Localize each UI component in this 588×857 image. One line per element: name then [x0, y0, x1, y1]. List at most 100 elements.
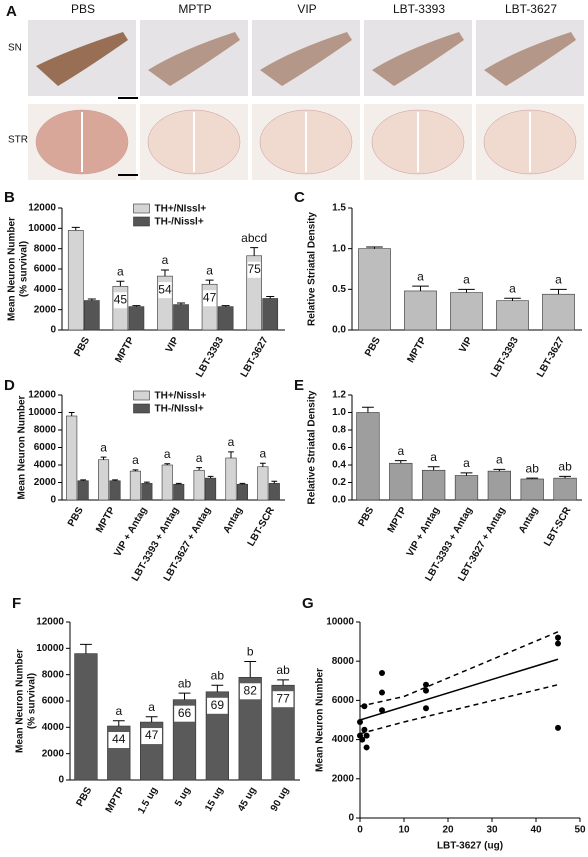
error-bar	[80, 479, 87, 481]
error-bar	[250, 247, 259, 256]
error-bar	[559, 475, 571, 479]
legend-swatch	[133, 390, 150, 401]
x-tick-label: LBT-SCR	[246, 505, 278, 549]
point	[361, 703, 368, 710]
point	[363, 744, 370, 751]
point	[361, 726, 368, 733]
error-bar	[460, 472, 473, 476]
error-bar	[112, 479, 118, 481]
y-tick-label: 10000	[28, 407, 56, 418]
significance-letter: a	[162, 253, 169, 267]
x-tick-label: 45 ug	[236, 785, 259, 813]
y-tick-label: 2000	[34, 477, 57, 488]
significance-letter: a	[117, 264, 124, 278]
bar	[487, 470, 511, 501]
x-tick-label: PBS	[66, 505, 86, 529]
x-tick-label: VIP + Antag	[405, 505, 442, 558]
images-panel: A SN STR	[6, 3, 28, 146]
significance-letter: ab	[211, 668, 225, 682]
y-tick-label: 0	[50, 495, 56, 506]
point	[363, 732, 370, 739]
error-bar	[228, 451, 234, 458]
error-bar	[196, 467, 202, 471]
y-tick-label: 0	[50, 325, 56, 336]
x-tick-label: Antag	[221, 505, 245, 535]
error-bar	[550, 288, 567, 295]
y-tick-label: 2000	[42, 748, 65, 759]
error-bar	[164, 463, 171, 465]
error-bar	[239, 482, 246, 485]
percent-box	[108, 732, 130, 749]
y-axis-label: Mean Neuron Number	[315, 668, 326, 772]
bar	[389, 462, 413, 501]
y-axis-label: Relative Striatal Density	[307, 212, 318, 326]
bar	[67, 230, 84, 331]
percent-box	[247, 261, 261, 278]
bar	[358, 248, 391, 331]
x-tick-label: 20	[442, 825, 454, 836]
x-tick-label: VIP + Antag	[112, 505, 149, 558]
x-tick-label: 15 ug	[203, 785, 226, 813]
y-tick-label: 0.5	[332, 284, 346, 295]
y-tick-label: 10000	[36, 643, 64, 654]
y-tick-label: 12000	[28, 390, 56, 401]
y-tick-label: 10000	[28, 223, 56, 234]
column-label: LBT-3627	[505, 2, 557, 16]
bar	[496, 300, 529, 331]
point	[423, 705, 429, 712]
significance-letter: a	[206, 263, 213, 277]
legend-label: TH-/Nissl+	[155, 217, 204, 228]
percent-label: 77	[276, 691, 290, 705]
y-tick-label: 4000	[42, 722, 65, 733]
sn-stain	[260, 32, 352, 86]
point	[379, 707, 385, 714]
point	[555, 640, 561, 647]
panel-letter: A	[6, 3, 17, 20]
sn-stain	[36, 32, 128, 86]
error-bar	[132, 305, 141, 307]
bar	[450, 292, 483, 331]
legend-swatch	[133, 216, 150, 227]
row-label: SN	[8, 43, 22, 54]
error-bar	[394, 460, 407, 464]
x-tick-label: PBS	[363, 335, 383, 359]
x-tick-label: 30	[486, 825, 498, 836]
error-bar	[271, 480, 278, 484]
sn-stain	[372, 32, 464, 86]
bar	[193, 469, 205, 501]
panel-letter: B	[4, 189, 15, 206]
y-tick-label: 2000	[34, 304, 57, 315]
bar	[553, 477, 577, 501]
y-tick-label: 6000	[332, 695, 355, 706]
x-tick-label: PBS	[72, 335, 92, 359]
y-axis-label: Mean Neuron Number	[7, 217, 18, 321]
bar	[74, 653, 98, 781]
point	[423, 687, 429, 694]
error-bar	[144, 481, 150, 484]
significance-letter: a	[259, 446, 266, 460]
y-tick-label: 0.6	[332, 442, 346, 453]
significance-letter: a	[463, 273, 470, 287]
error-bar	[207, 475, 214, 479]
y-tick-label: 1.2	[332, 390, 346, 401]
x-tick-label: LBT-3393	[489, 335, 521, 379]
percent-label: 54	[158, 282, 172, 296]
bar	[66, 415, 78, 501]
y-tick-label: 12000	[36, 617, 64, 628]
bar	[262, 298, 279, 331]
error-bar	[211, 684, 224, 692]
point	[379, 689, 385, 696]
fit-line	[359, 658, 559, 721]
y-axis-label: Mean Neuron Number	[17, 395, 28, 499]
percent-box	[113, 292, 127, 309]
percent-box	[141, 728, 162, 745]
y-tick-label: 0.8	[332, 425, 346, 436]
error-bar	[493, 468, 506, 472]
y-tick-label: 0.0	[332, 495, 346, 506]
x-tick-label: VIP	[164, 335, 182, 355]
x-tick-label: 10	[398, 825, 410, 836]
significance-letter: ab	[276, 663, 290, 677]
error-bar	[526, 477, 539, 479]
bar	[77, 480, 89, 501]
x-tick-label: LBT-SCR	[542, 505, 574, 549]
